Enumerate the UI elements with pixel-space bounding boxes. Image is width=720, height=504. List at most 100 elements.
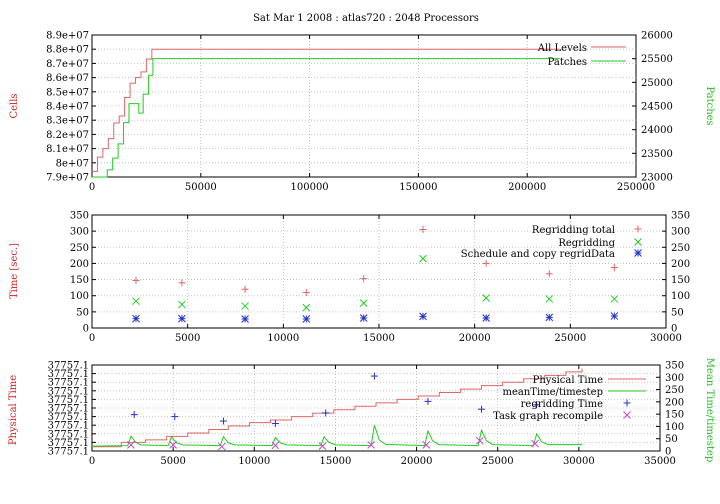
point-regridding-time xyxy=(271,419,279,427)
point-regridding-total xyxy=(241,285,249,293)
y-tick-label: 8.2e+07 xyxy=(46,130,89,141)
point-regridding xyxy=(482,294,491,302)
x-tick-label: 20000 xyxy=(459,333,491,344)
point-schedule-and-copy-regriddata xyxy=(132,314,140,323)
y-tick-label: 7.9e+07 xyxy=(46,173,89,184)
y-tick-label: 8.9e+07 xyxy=(46,31,89,42)
y-tick-label: 8.4e+07 xyxy=(46,102,89,113)
point-regridding-total xyxy=(482,259,490,267)
y2-tick-label: 100 xyxy=(665,422,684,433)
x-tick-label: 35000 xyxy=(644,456,676,467)
x-tick-label: 25000 xyxy=(554,333,586,344)
series-regridding-total xyxy=(132,226,618,296)
y-tick-label: 37757.1 xyxy=(48,404,89,415)
y2-tick-label: 0 xyxy=(671,324,677,335)
y2-tick-label: 200 xyxy=(671,259,690,270)
y2-tick-label: 23000 xyxy=(641,173,673,184)
y2-tick-label: 26000 xyxy=(641,31,673,42)
point-regridding-time xyxy=(477,405,485,413)
legend-cells: All Levels Patches xyxy=(537,43,626,68)
y-tick-label: 8.8e+07 xyxy=(46,45,89,56)
chart-title: Sat Mar 1 2008 : atlas720 : 2048 Process… xyxy=(253,13,479,24)
y2-tick-label: 350 xyxy=(671,211,690,222)
series-time xyxy=(132,226,619,323)
y-tick-label: 250 xyxy=(70,243,89,254)
y-tick-label: 8e+07 xyxy=(56,158,89,169)
y-tick-label: 37757.1 xyxy=(48,421,89,432)
y-tick-label: 8.3e+07 xyxy=(46,116,89,127)
legend-label-regridding: Regridding xyxy=(558,238,615,249)
x-tick-label: 50000 xyxy=(185,182,217,193)
y2-axis-label-mean-time: Mean Time/timestep xyxy=(704,358,715,462)
y2-tick-label: 50 xyxy=(665,434,678,445)
y-tick-label: 37757.1 xyxy=(48,386,89,397)
y-tick-label: 150 xyxy=(70,275,89,286)
y2-tick-label: 150 xyxy=(671,275,690,286)
x-tick-label: 5000 xyxy=(175,333,200,344)
legend-label-schedule-copy: Schedule and copy regridData xyxy=(461,249,615,260)
point-task-graph-recompile xyxy=(531,439,539,448)
line-meantime-timestep xyxy=(91,425,583,447)
x-tick-label: 0 xyxy=(89,456,95,467)
y2-tick-label: 24000 xyxy=(641,125,673,136)
legend-marker-schedule-copy xyxy=(634,249,642,257)
legend-marker-regridding-total xyxy=(634,225,642,233)
y-tick-label: 37757.1 xyxy=(48,378,89,389)
x-tick-label: 15000 xyxy=(363,333,395,344)
point-schedule-and-copy-regriddata xyxy=(482,314,491,322)
point-task-graph-recompile xyxy=(127,441,135,449)
x-tick-label: 100000 xyxy=(291,182,329,193)
y-tick-label: 37757.1 xyxy=(48,447,89,458)
series-cells xyxy=(92,48,560,178)
x-tick-label: 0 xyxy=(89,333,95,344)
point-regridding xyxy=(132,297,140,306)
y-tick-label: 0 xyxy=(83,324,89,335)
legend-label-regridding-total: Regridding total xyxy=(532,225,615,236)
point-task-graph-recompile xyxy=(271,441,280,450)
point-regridding-time xyxy=(322,409,330,417)
x-tick-label: 150000 xyxy=(399,182,437,193)
point-regridding-time xyxy=(130,411,138,419)
legend-label-task-graph-recompile: Task graph recompile xyxy=(493,411,603,422)
series-task-graph-recompile xyxy=(127,436,539,451)
x-tick-label: 20000 xyxy=(401,456,433,467)
grid-cells xyxy=(92,35,636,177)
y2-tick-label: 350 xyxy=(665,361,684,372)
point-schedule-and-copy-regriddata xyxy=(178,314,186,323)
y-tick-label: 350 xyxy=(70,211,89,222)
y-tick-label: 37757.1 xyxy=(48,412,89,423)
y2-tick-label: 24500 xyxy=(641,102,673,113)
point-regridding-time xyxy=(424,397,432,405)
point-regridding-total xyxy=(360,275,368,283)
point-task-graph-recompile xyxy=(422,441,431,449)
y2-tick-label: 150 xyxy=(665,410,684,421)
grid-time xyxy=(92,215,666,328)
y2-axis-label-patches: Patches xyxy=(704,86,715,125)
point-regridding-total xyxy=(545,270,553,278)
point-regridding-total xyxy=(178,279,186,287)
y2-tick-label: 25000 xyxy=(641,78,673,89)
point-regridding xyxy=(419,254,427,263)
y-tick-label: 8.5e+07 xyxy=(46,87,89,98)
x-tick-label: 10000 xyxy=(238,456,270,467)
ticks-physical-time: 0 5000 10000 15000 20000 25000 30000 35000 37757… xyxy=(48,361,684,468)
y2-tick-label: 23500 xyxy=(641,149,673,160)
point-regridding-total xyxy=(610,264,618,272)
legend-label-mean-time-timestep: meanTime/timestep xyxy=(502,387,603,398)
x-tick-label: 25000 xyxy=(482,456,514,467)
y-tick-label: 37757.1 xyxy=(48,429,89,440)
legend-marker-task-graph-recompile xyxy=(623,411,631,419)
y2-tick-label: 250 xyxy=(665,385,684,396)
point-regridding-time xyxy=(171,413,179,421)
legend-marker-regridding-time xyxy=(623,399,631,407)
y-tick-label: 8.7e+07 xyxy=(46,59,89,70)
x-tick-label: 0 xyxy=(89,182,95,193)
point-task-graph-recompile xyxy=(476,436,484,445)
point-task-graph-recompile xyxy=(217,442,226,451)
y-tick-label: 100 xyxy=(70,291,89,302)
point-regridding-time xyxy=(533,401,541,409)
point-regridding xyxy=(359,299,368,307)
line-physical-time xyxy=(92,368,583,448)
y2-tick-label: 25500 xyxy=(641,54,673,65)
